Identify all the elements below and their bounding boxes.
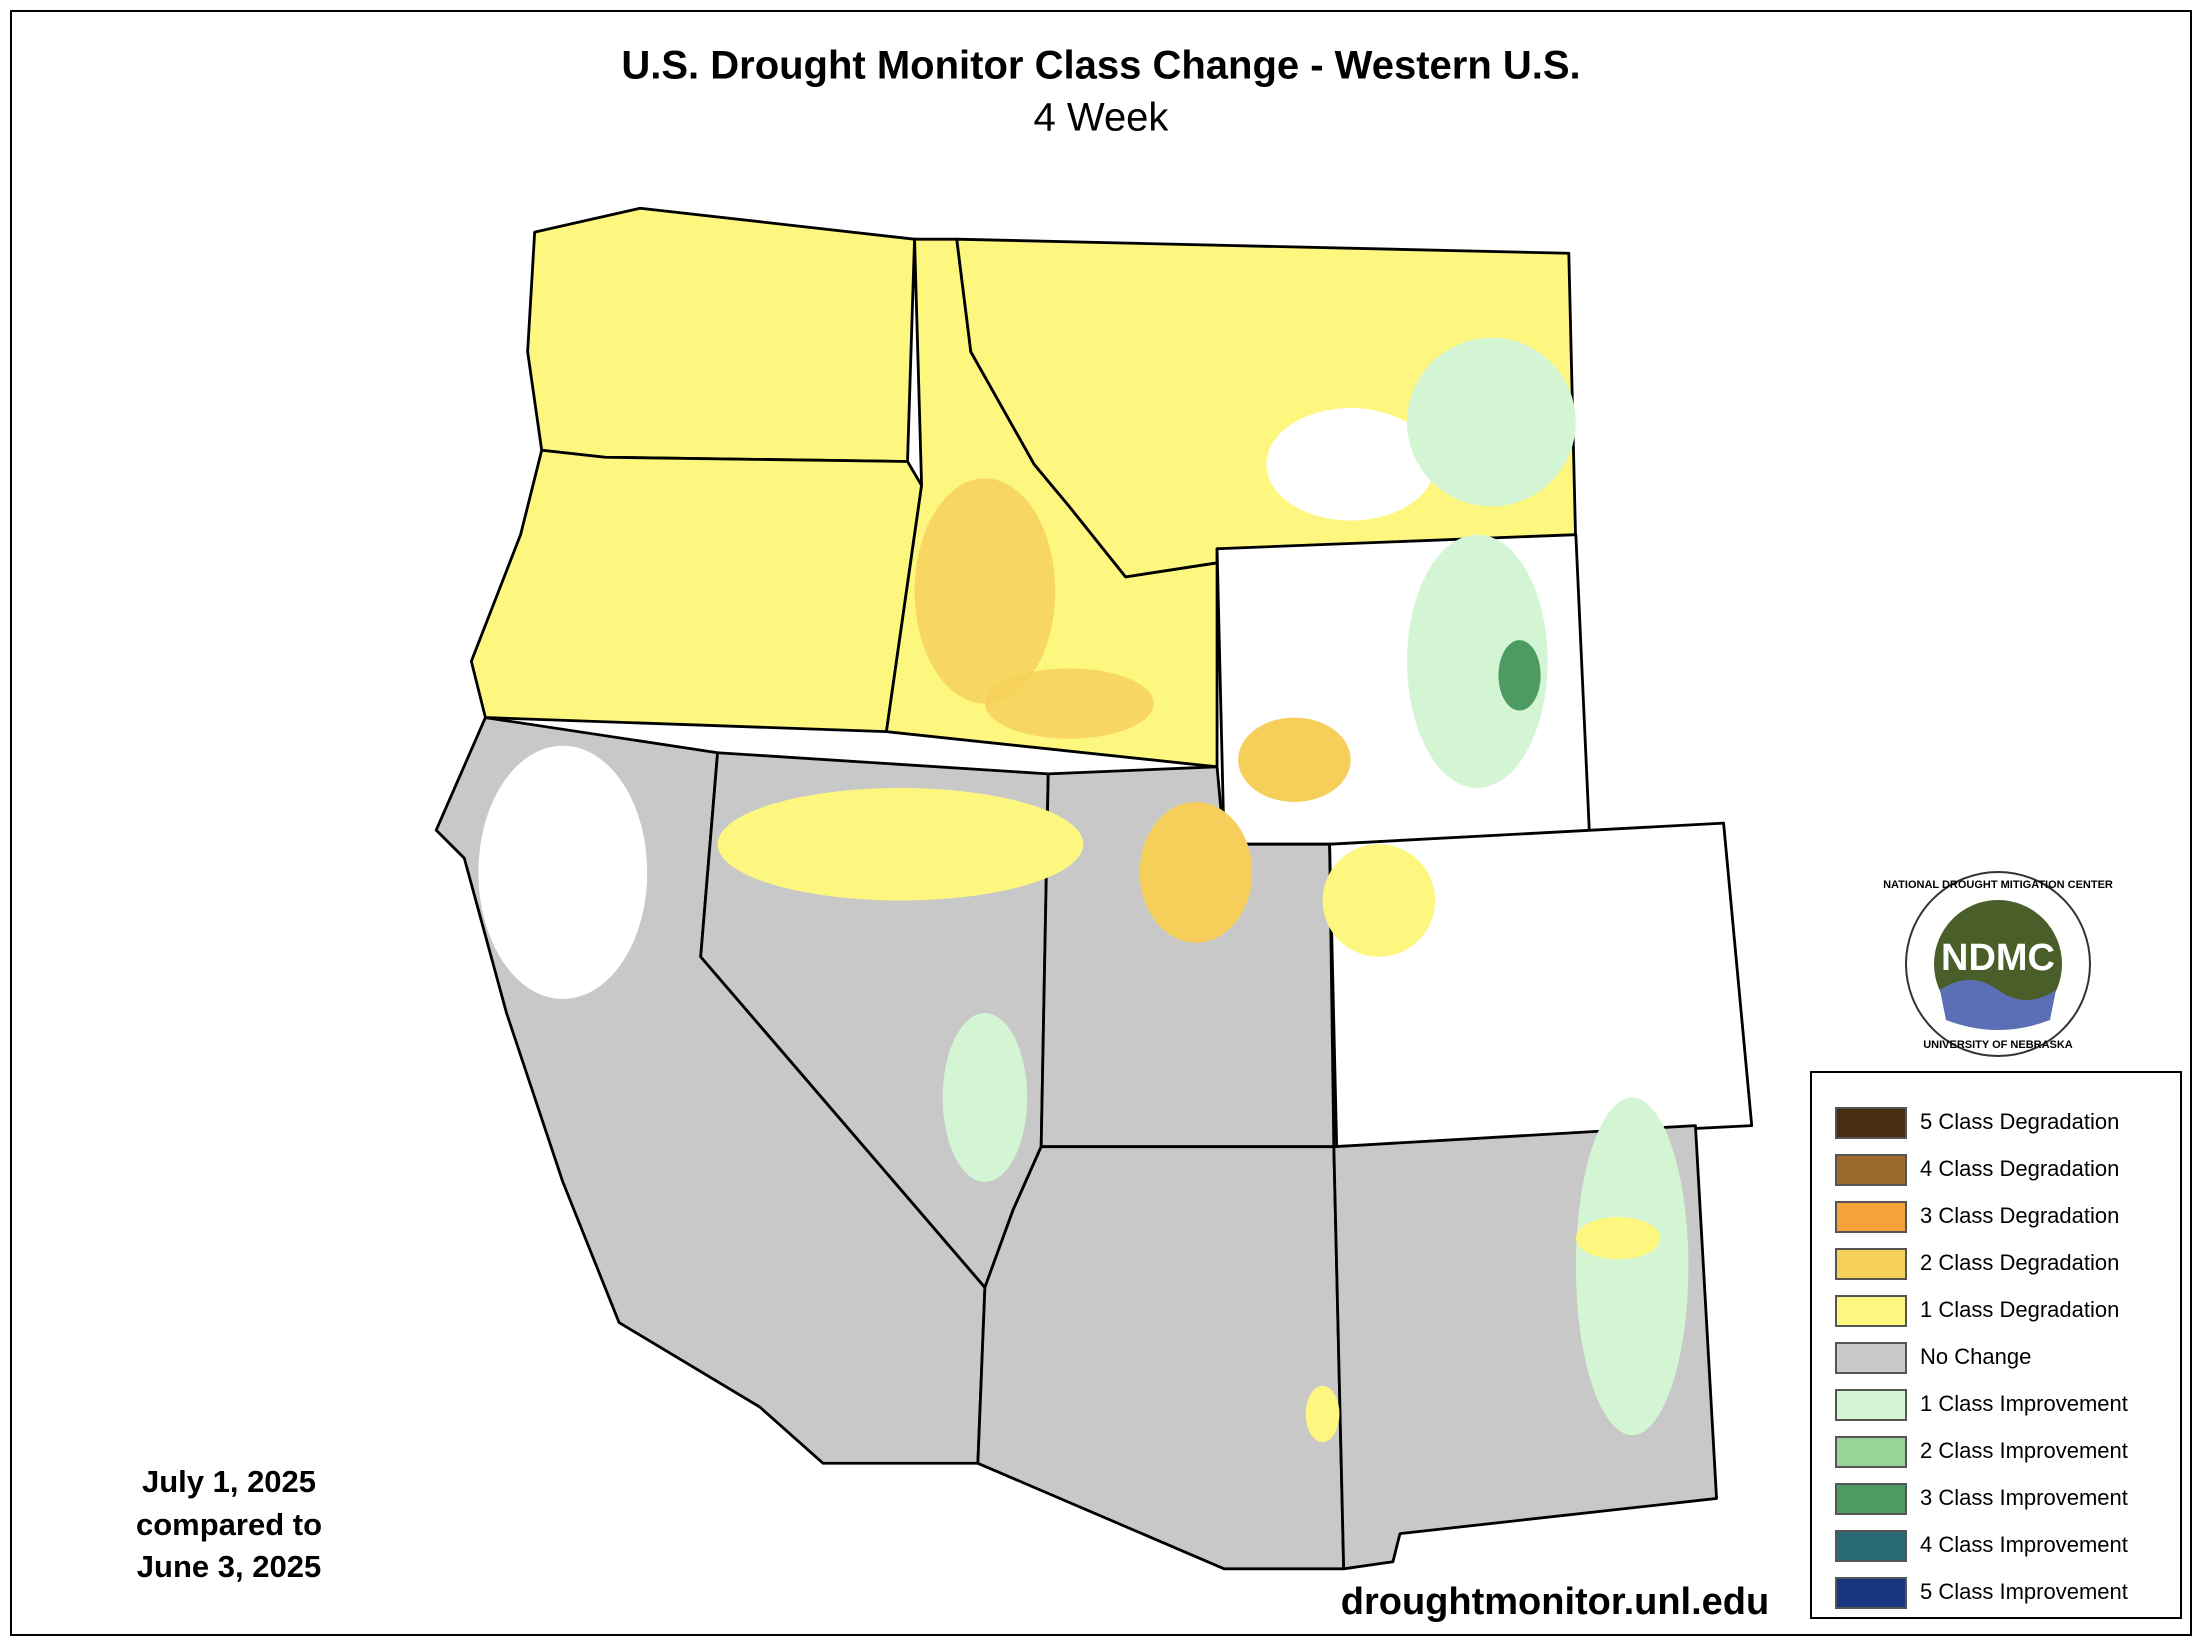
legend-label: 5 Class Degradation [1920,1109,2119,1134]
legend-label: 4 Class Improvement [1920,1532,2128,1557]
legend-label: 2 Class Improvement [1920,1438,2128,1463]
date-line: compared to [136,1507,322,1542]
legend-swatch [1835,1436,1907,1468]
logo-top-text: NATIONAL DROUGHT MITIGATION CENTER [1883,879,2113,891]
legend-label: 1 Class Improvement [1920,1391,2128,1416]
legend-swatch [1835,1201,1907,1233]
legend-swatch [1835,1295,1907,1327]
logo: NDMC NATIONAL DROUGHT MITIGATION CENTER … [1883,871,2113,1057]
legend-label: 3 Class Degradation [1920,1203,2119,1228]
legend-swatch [1835,1483,1907,1515]
logo-abbr: NDMC [1941,937,2055,979]
legend-label: 3 Class Improvement [1920,1485,2128,1510]
patches [478,337,1689,1443]
date-line: July 1, 2025 [142,1464,316,1499]
url: droughtmonitor.unl.edu [1341,1581,1769,1623]
legend-swatch [1835,1389,1907,1421]
logo-bottom-text: UNIVERSITY OF NEBRASKA [1923,1039,2073,1051]
legend-swatch [1835,1530,1907,1562]
legend-label: 2 Class Degradation [1920,1250,2119,1275]
washington [526,206,916,463]
date-line: June 3, 2025 [137,1549,321,1584]
subtitle: 4 Week [1034,96,1170,140]
legend-label: 1 Class Degradation [1920,1297,2119,1322]
legend-swatch [1835,1154,1907,1186]
legend: 5 Class Degradation 4 Class Degradation 3 … [1835,1107,2128,1609]
legend-label: 4 Class Degradation [1920,1156,2119,1181]
legend-swatch [1835,1577,1907,1609]
legend-label: No Change [1920,1344,2031,1369]
colorado [1328,821,1754,1149]
legend-swatch [1835,1248,1907,1280]
legend-swatch [1835,1107,1907,1139]
oregon [469,448,923,734]
legend-label: 5 Class Improvement [1920,1579,2128,1604]
legend-swatch [1835,1342,1907,1374]
map [434,206,1754,1571]
title: U.S. Drought Monitor Class Change - West… [621,44,1580,88]
